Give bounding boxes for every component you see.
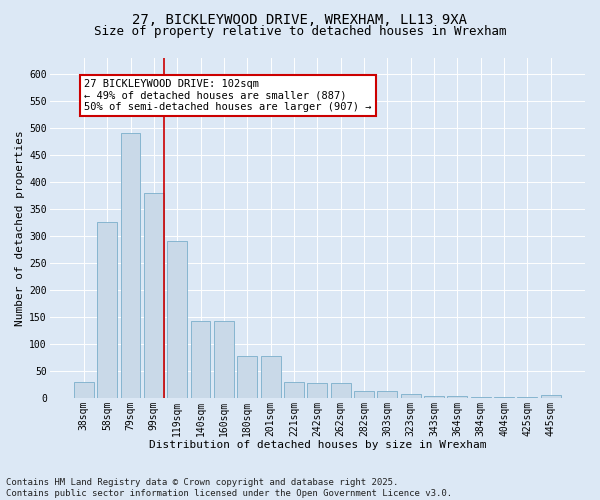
Bar xyxy=(284,382,304,398)
Bar xyxy=(238,356,257,398)
Bar xyxy=(97,222,117,398)
Bar xyxy=(471,396,491,398)
Bar xyxy=(214,320,234,398)
Text: 27 BICKLEYWOOD DRIVE: 102sqm
← 49% of detached houses are smaller (887)
50% of s: 27 BICKLEYWOOD DRIVE: 102sqm ← 49% of de… xyxy=(84,79,372,112)
Bar xyxy=(448,396,467,398)
Bar xyxy=(260,356,281,398)
Bar xyxy=(167,241,187,398)
Bar xyxy=(74,382,94,398)
Bar xyxy=(331,383,350,398)
Bar xyxy=(424,396,444,398)
Bar xyxy=(191,320,211,398)
Bar xyxy=(354,391,374,398)
Text: Contains HM Land Registry data © Crown copyright and database right 2025.
Contai: Contains HM Land Registry data © Crown c… xyxy=(6,478,452,498)
Text: Size of property relative to detached houses in Wrexham: Size of property relative to detached ho… xyxy=(94,25,506,38)
Bar xyxy=(517,396,538,398)
Text: 27, BICKLEYWOOD DRIVE, WREXHAM, LL13 9XA: 27, BICKLEYWOOD DRIVE, WREXHAM, LL13 9XA xyxy=(133,12,467,26)
Bar xyxy=(307,383,327,398)
Bar xyxy=(377,391,397,398)
Y-axis label: Number of detached properties: Number of detached properties xyxy=(15,130,25,326)
Bar xyxy=(541,395,560,398)
Bar xyxy=(144,192,164,398)
Bar xyxy=(494,396,514,398)
Bar xyxy=(401,394,421,398)
X-axis label: Distribution of detached houses by size in Wrexham: Distribution of detached houses by size … xyxy=(149,440,486,450)
Bar xyxy=(121,133,140,398)
